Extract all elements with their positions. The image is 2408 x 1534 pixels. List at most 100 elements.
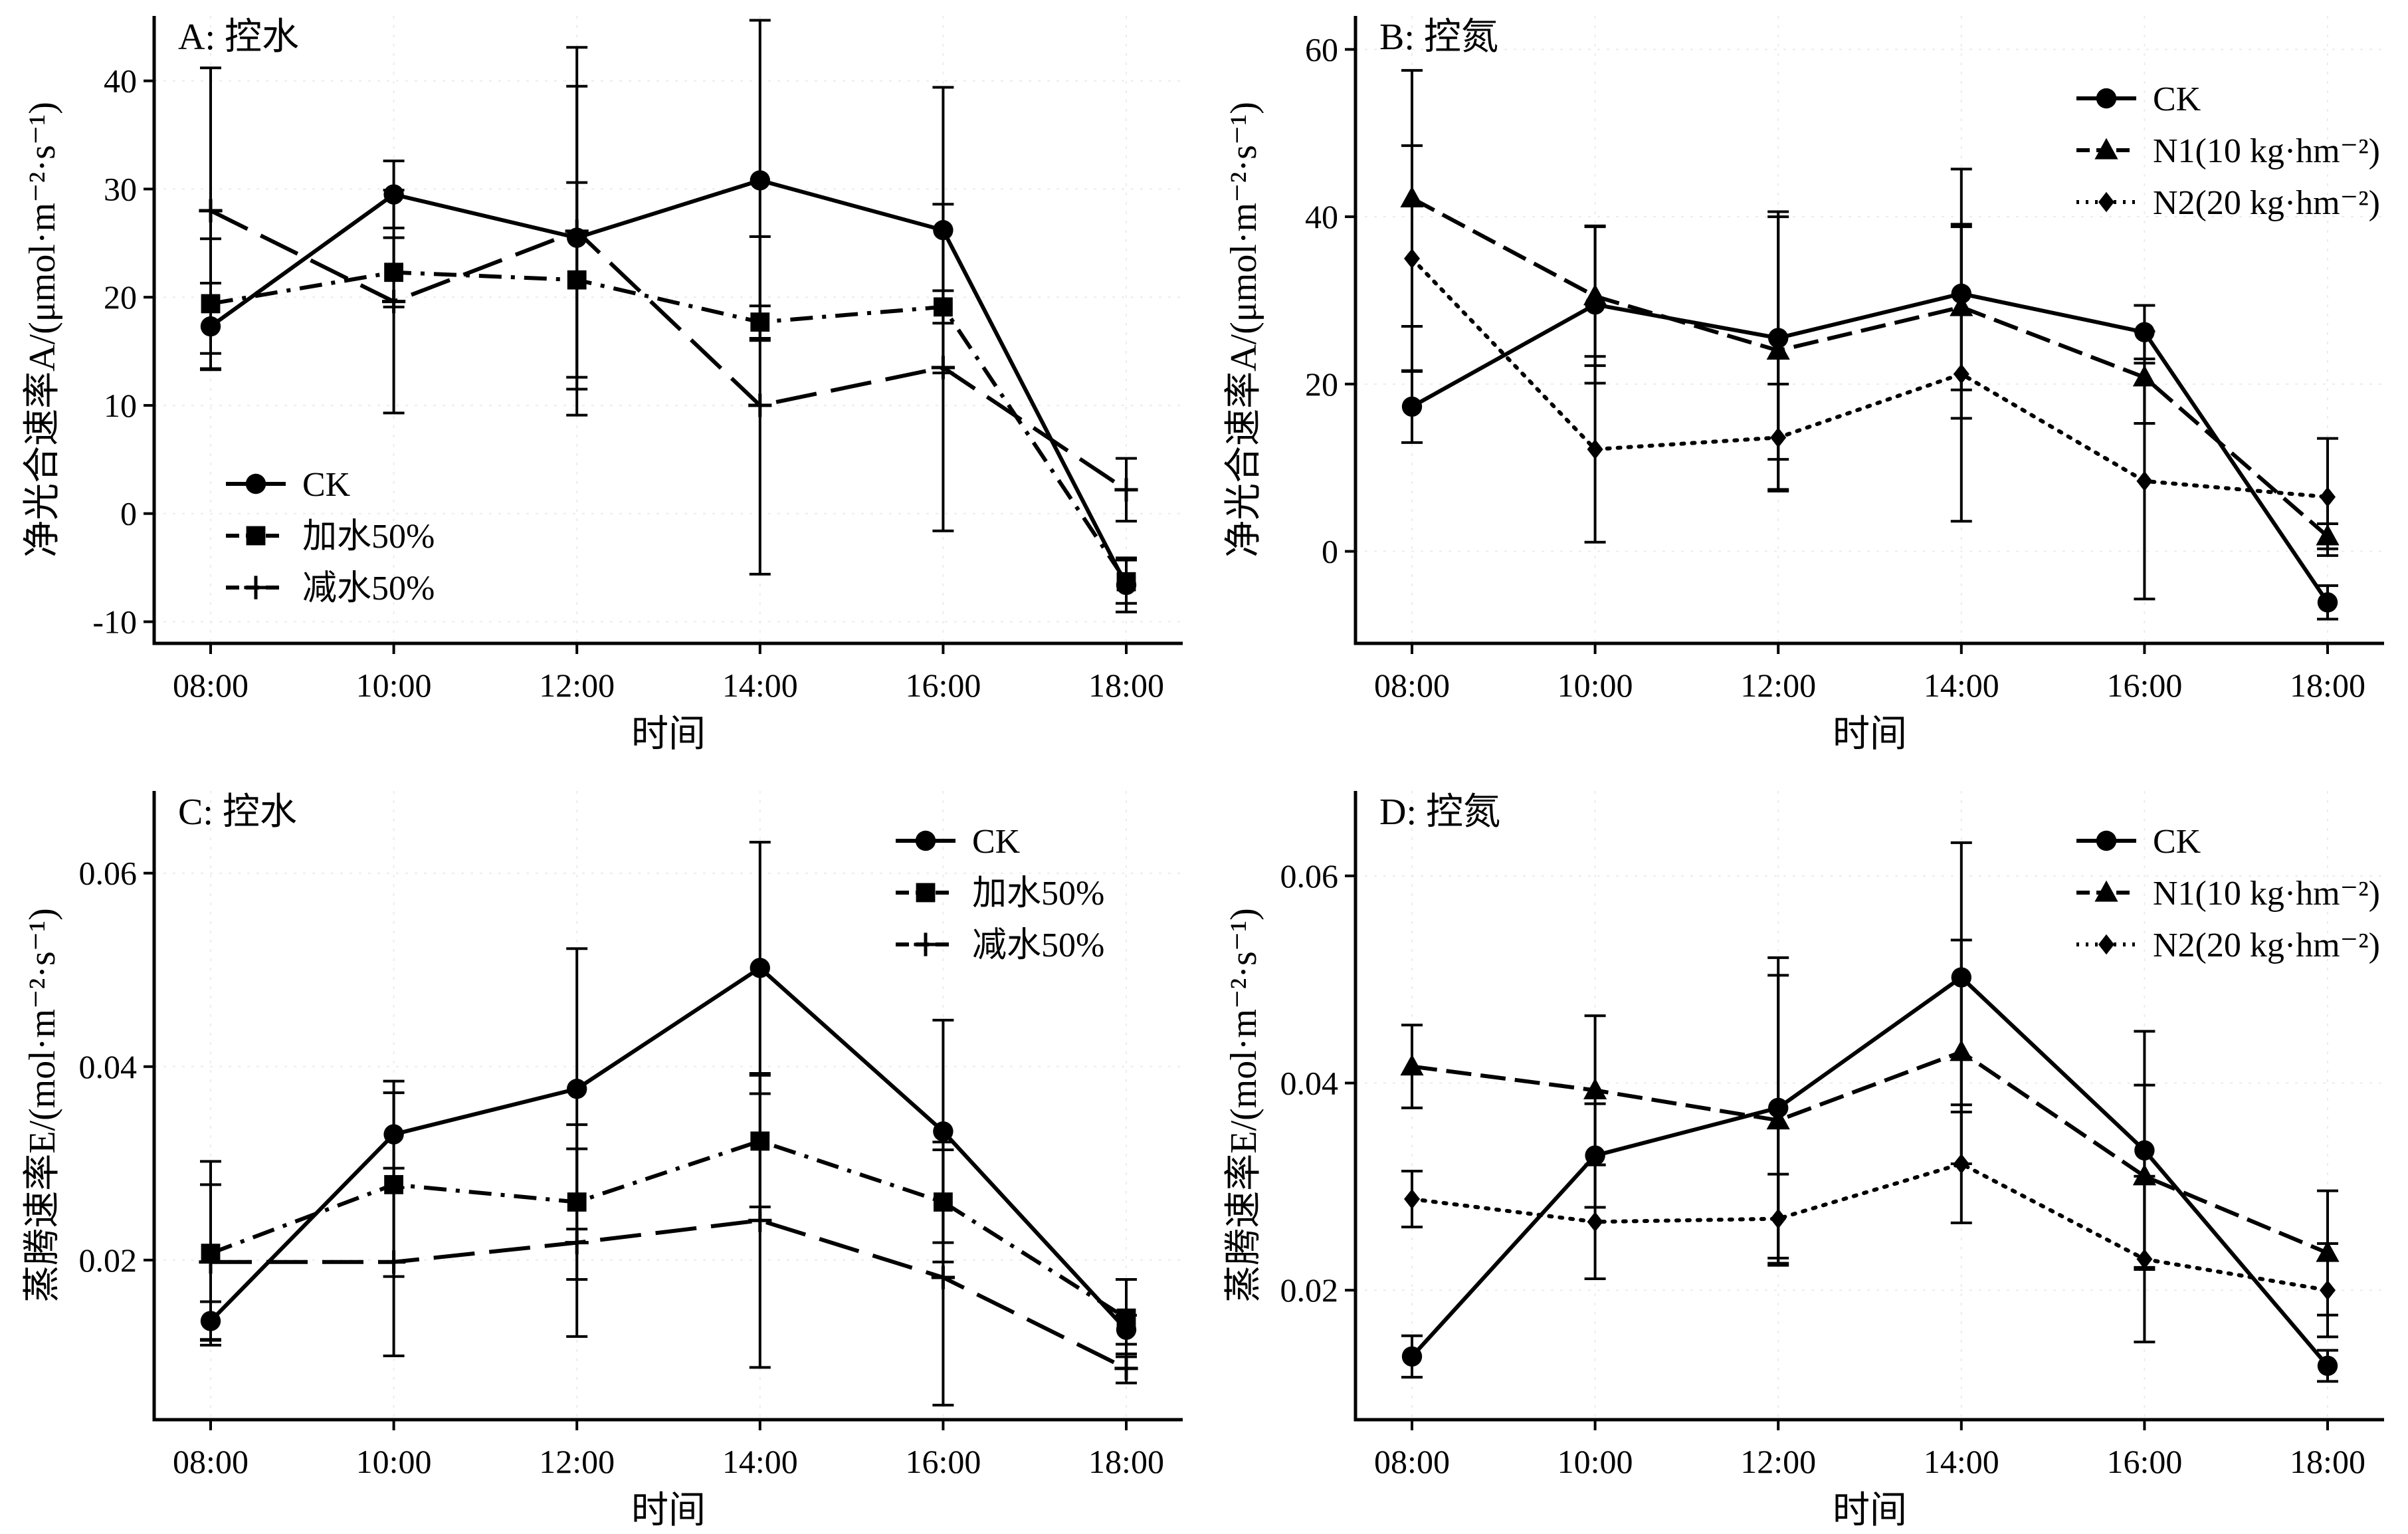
legend-item: CK bbox=[2076, 80, 2201, 118]
x-tick-label: 14:00 bbox=[1924, 667, 1999, 704]
data-point bbox=[1766, 1108, 1790, 1130]
data-point bbox=[1401, 1346, 1423, 1367]
series-line bbox=[209, 178, 1128, 586]
y-axis-title: 蒸腾速率E/(mol·m⁻²·s⁻¹) bbox=[1223, 908, 1264, 1303]
panel-title: B: 控氮 bbox=[1379, 17, 1498, 58]
x-tick-label: 08:00 bbox=[173, 1443, 249, 1480]
x-tick-label: 10:00 bbox=[356, 1443, 432, 1480]
series-3 bbox=[199, 46, 1138, 576]
series-line bbox=[1411, 1049, 2329, 1255]
x-tick-label: 16:00 bbox=[2106, 667, 2182, 704]
x-tick-label: 12:00 bbox=[1740, 667, 1816, 704]
chart-panel-a: -10 0 10 20 30 40 08:00 10:00 12:00 14:00 16:00 18:… bbox=[22, 16, 1183, 755]
chart-panel-c: 0.02 0.04 0.06 08:00 10:00 12:00 14:00 16:00 18:… bbox=[22, 791, 1183, 1531]
legend-marker bbox=[2096, 88, 2117, 109]
y-tick-label: 30 bbox=[104, 170, 137, 207]
data-point bbox=[933, 1121, 953, 1142]
x-tick-label: 08:00 bbox=[173, 667, 249, 704]
y-tick-label: 0.04 bbox=[1280, 1064, 1339, 1101]
x-axis-title: 时间 bbox=[1833, 1490, 1907, 1531]
y-tick-label: 40 bbox=[1305, 198, 1338, 235]
x-tick-label: 18:00 bbox=[2290, 1443, 2365, 1480]
data-point bbox=[2320, 1279, 2336, 1301]
data-point bbox=[1770, 427, 1787, 448]
data-point bbox=[199, 1250, 223, 1274]
legend-marker bbox=[914, 932, 938, 956]
series-3 bbox=[1401, 1103, 2338, 1344]
series-line bbox=[1410, 974, 2330, 1367]
axis-frame bbox=[1354, 791, 2384, 1422]
y-tick-label: 20 bbox=[104, 278, 137, 316]
legend-label: 加水50% bbox=[302, 518, 435, 556]
series-3 bbox=[1401, 144, 2338, 601]
legend-item: 加水50% bbox=[226, 518, 435, 556]
data-point bbox=[2136, 471, 2153, 492]
background-grid bbox=[154, 791, 1183, 1420]
legend-marker bbox=[2094, 880, 2118, 902]
data-point bbox=[382, 290, 406, 314]
legend-item: N2(20 kg·hm⁻²) bbox=[2076, 927, 2380, 964]
data-point bbox=[1950, 1040, 1973, 1061]
data-point bbox=[1587, 439, 1603, 460]
y-tick-label: 20 bbox=[1305, 366, 1338, 403]
data-point bbox=[1583, 284, 1607, 306]
series-line bbox=[1410, 1161, 2330, 1293]
legend-item: N1(10 kg·hm⁻²) bbox=[2076, 875, 2380, 913]
data-point bbox=[1953, 364, 1969, 384]
series-line bbox=[211, 1218, 1128, 1370]
legend-marker bbox=[2098, 191, 2114, 213]
data-point bbox=[2317, 592, 2338, 613]
legend-item: N1(10 kg·hm⁻²) bbox=[2076, 132, 2380, 170]
x-tick-label: 12:00 bbox=[539, 1443, 615, 1480]
x-tick-label: 12:00 bbox=[539, 667, 615, 704]
series-2 bbox=[1400, 938, 2340, 1317]
data-point bbox=[1587, 1212, 1603, 1232]
legend-item: 加水50% bbox=[896, 875, 1104, 913]
legend-item: 减水50% bbox=[226, 570, 435, 607]
data-point bbox=[1116, 1308, 1136, 1328]
x-tick-label: 16:00 bbox=[2106, 1443, 2182, 1480]
data-point bbox=[748, 1208, 772, 1232]
x-axis-title: 时间 bbox=[1833, 714, 1907, 755]
x-tick-label: 16:00 bbox=[905, 667, 981, 704]
x-tick-label: 16:00 bbox=[905, 1443, 981, 1480]
data-point bbox=[2136, 1249, 2153, 1269]
x-tick-label: 14:00 bbox=[722, 667, 798, 704]
chart-panel-b: 0 20 40 60 08:00 10:00 12:00 14:00 16:00 18:00 时间 净… bbox=[1223, 16, 2384, 755]
data-point bbox=[382, 1250, 406, 1274]
x-tick-label: 18:00 bbox=[2290, 667, 2365, 704]
x-tick-label: 08:00 bbox=[1374, 1443, 1450, 1480]
series-3 bbox=[199, 1071, 1138, 1407]
data-point bbox=[1404, 248, 1420, 269]
series-line bbox=[210, 270, 1128, 583]
legend-item: CK bbox=[2076, 823, 2201, 861]
series-line bbox=[209, 965, 1128, 1331]
y-tick-label: 40 bbox=[104, 62, 137, 100]
x-tick-label: 10:00 bbox=[1557, 667, 1633, 704]
series-line bbox=[209, 209, 1128, 492]
legend-item: CK bbox=[226, 466, 351, 504]
axis-frame bbox=[152, 791, 1183, 1422]
data-point bbox=[565, 1231, 589, 1255]
y-tick-label: 0 bbox=[120, 495, 137, 532]
chart-panel-d: 0.02 0.04 0.06 08:00 10:00 12:00 14:00 16:00 18:… bbox=[1223, 791, 2384, 1531]
panel-title: D: 控氮 bbox=[1379, 792, 1500, 833]
legend-label: N1(10 kg·hm⁻²) bbox=[2153, 132, 2380, 170]
data-point bbox=[2320, 487, 2336, 507]
legend-marker bbox=[246, 526, 266, 546]
data-point bbox=[1404, 1188, 1420, 1210]
legend-label: CK bbox=[972, 823, 1021, 861]
axis-frame bbox=[152, 16, 1183, 645]
data-point bbox=[567, 1079, 587, 1099]
series-1 bbox=[200, 841, 1137, 1346]
legend-marker bbox=[2098, 934, 2114, 955]
legend-marker bbox=[2094, 138, 2118, 160]
x-tick-label: 14:00 bbox=[1924, 1443, 1999, 1480]
y-tick-label: 0.06 bbox=[79, 855, 138, 892]
legend-marker bbox=[2096, 830, 2117, 851]
x-tick-label: 18:00 bbox=[1088, 1443, 1164, 1480]
legend-label: N2(20 kg·hm⁻²) bbox=[2153, 927, 2380, 964]
series-2 bbox=[200, 1073, 1137, 1359]
y-tick-label: 0.02 bbox=[79, 1242, 138, 1279]
